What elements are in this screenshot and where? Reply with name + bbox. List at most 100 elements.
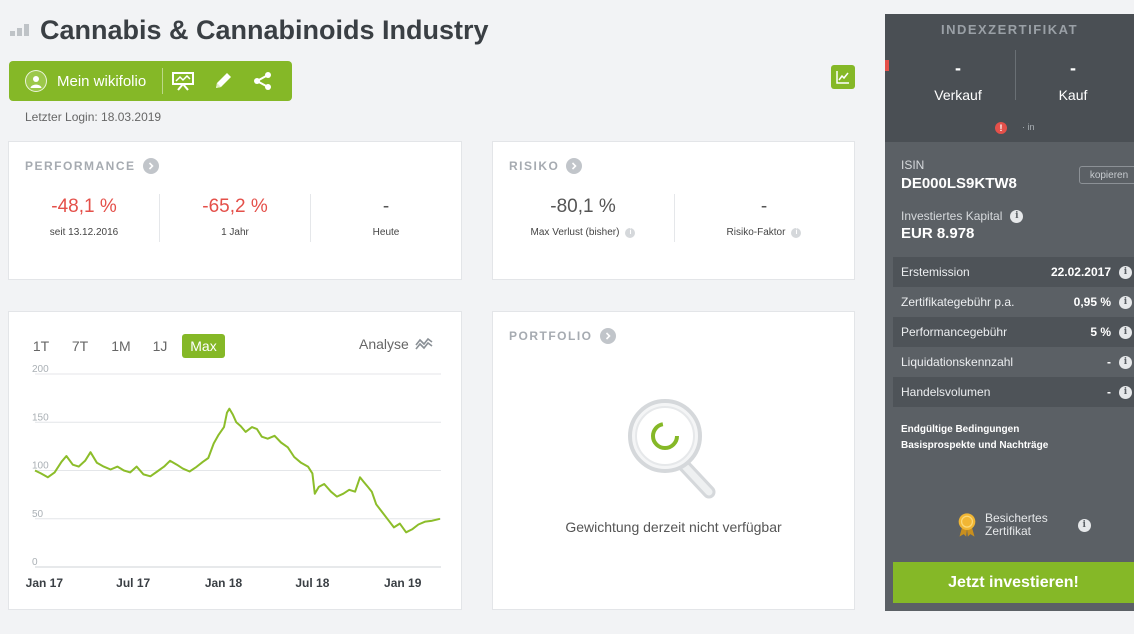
- presentation-icon: [172, 72, 195, 91]
- buy-label: Kauf: [1058, 87, 1088, 103]
- capital-value: EUR 8.978: [901, 225, 975, 242]
- x-tick-label: Jan 18: [205, 576, 243, 590]
- risk-header[interactable]: RISIKO: [509, 158, 583, 174]
- detail-value: 0,95 %: [1073, 295, 1111, 309]
- chart-view-button[interactable]: [831, 65, 855, 89]
- analyse-button[interactable]: Analyse: [359, 336, 433, 352]
- prospectus-link[interactable]: Basisprospekte und Nachträge: [901, 440, 1049, 451]
- detail-label: Handelsvolumen: [901, 385, 991, 399]
- detail-row-volume: Handelsvolumen - i: [893, 377, 1134, 407]
- performance-chart[interactable]: 200 150 100 50 0 Jan 17 Jul 17 Jan 18 Jul 18 Jan …: [23, 364, 463, 596]
- alert-icon[interactable]: !: [995, 122, 1007, 134]
- x-tick-label: Jul 18: [295, 576, 329, 590]
- invest-button[interactable]: Jetzt investieren!: [893, 562, 1134, 603]
- portfolio-card: PORTFOLIO Gewichtung derzeit nicht verfü…: [492, 311, 855, 610]
- certificate-sidebar: INDEXZERTIFIKAT - Verkauf - Kauf ! · in …: [885, 14, 1134, 611]
- detail-row-erstemission: Erstemission 22.02.2017 i: [893, 257, 1134, 287]
- info-icon[interactable]: i: [1119, 295, 1132, 309]
- sell-price[interactable]: - Verkauf: [903, 58, 1013, 103]
- share-button[interactable]: [243, 61, 283, 101]
- range-button-1t[interactable]: 1T: [32, 338, 50, 354]
- chevron-right-icon[interactable]: [142, 158, 159, 174]
- y-tick-label: 200: [32, 364, 49, 375]
- series-line: [34, 407, 441, 534]
- secured-line-1: Besichertes: [985, 511, 1048, 525]
- info-icon[interactable]: i: [1119, 385, 1132, 399]
- info-icon[interactable]: i: [1010, 209, 1024, 223]
- presentation-button[interactable]: [163, 61, 203, 101]
- kpi-label-row: Max Verlust (bisher) i: [508, 227, 658, 238]
- kpi-risk-factor: - Risiko-Faktor i: [689, 196, 839, 238]
- divider: [159, 194, 160, 242]
- kpi-label: 1 Jahr: [221, 227, 249, 238]
- kpi-value: -: [760, 196, 768, 217]
- chevron-right-icon[interactable]: [566, 158, 583, 174]
- title-bar: Cannabis & Cannabinoids Industry: [10, 12, 489, 48]
- kpi-value: -65,2 %: [202, 196, 268, 217]
- divider: [310, 194, 311, 242]
- copy-isin-button[interactable]: kopieren: [1079, 166, 1134, 184]
- sell-label: Verkauf: [934, 87, 982, 103]
- portfolio-header[interactable]: PORTFOLIO: [509, 328, 616, 344]
- alert-text: · in: [1022, 122, 1035, 132]
- detail-label: Erstemission: [901, 265, 970, 279]
- bar-chart-icon: [10, 24, 30, 36]
- x-tick-label: Jul 17: [116, 576, 150, 590]
- final-terms-link[interactable]: Endgültige Bedingungen: [901, 424, 1020, 435]
- performance-card: PERFORMANCE -48,1 % seit 13.12.2016 -65,…: [8, 141, 462, 280]
- kpi-value: -80,1 %: [550, 196, 616, 217]
- action-bar: Mein wikifolio: [9, 61, 292, 101]
- info-icon[interactable]: i: [1077, 518, 1091, 532]
- trend-chart-icon: [836, 71, 849, 84]
- detail-value: -: [1107, 355, 1111, 369]
- y-tick-label: 150: [32, 412, 49, 423]
- isin-value: DE000LS9KTW8: [901, 175, 1017, 192]
- analyse-icon: [415, 337, 433, 350]
- sidebar-title: INDEXZERTIFIKAT: [940, 22, 1079, 37]
- info-icon[interactable]: i: [625, 227, 636, 238]
- risk-title: RISIKO: [509, 159, 560, 173]
- share-icon: [254, 72, 272, 90]
- kpi-label: seit 13.12.2016: [49, 227, 119, 238]
- x-tick-label: Jan 17: [26, 576, 64, 590]
- info-icon[interactable]: i: [1119, 355, 1132, 369]
- range-button-max[interactable]: Max: [182, 334, 225, 358]
- info-icon[interactable]: i: [1119, 265, 1132, 279]
- y-tick-label: 50: [32, 509, 44, 520]
- divider: [674, 194, 675, 242]
- detail-row-liquidation: Liquidationskennzahl - i: [893, 347, 1134, 377]
- range-button-7t[interactable]: 7T: [71, 338, 89, 354]
- edit-button[interactable]: [203, 61, 243, 101]
- detail-label: Zertifikategebühr p.a.: [901, 295, 1015, 309]
- my-wikifolio-button[interactable]: Mein wikifolio: [9, 61, 146, 101]
- detail-row-fee: Zertifikategebühr p.a. 0,95 % i: [893, 287, 1134, 317]
- detail-value: 5 %: [1090, 325, 1111, 339]
- kpi-label-row: Risiko-Faktor i: [689, 227, 839, 238]
- buy-price[interactable]: - Kauf: [1018, 58, 1128, 103]
- detail-value: 22.02.2017: [1050, 265, 1111, 279]
- kpi-max-loss: -80,1 % Max Verlust (bisher) i: [508, 196, 658, 238]
- secured-line-2: Zertifikat: [985, 524, 1032, 538]
- info-icon[interactable]: i: [791, 227, 802, 238]
- my-wikifolio-label: Mein wikifolio: [57, 72, 147, 90]
- range-button-1m[interactable]: 1M: [111, 338, 131, 354]
- buy-value: -: [1070, 58, 1076, 78]
- kpi-label: Risiko-Faktor: [726, 227, 786, 238]
- y-tick-label: 100: [32, 461, 49, 472]
- info-icon[interactable]: i: [1119, 325, 1132, 339]
- status-marker: [885, 60, 889, 71]
- analyse-label: Analyse: [359, 336, 409, 352]
- detail-value: -: [1107, 385, 1111, 399]
- magnifier-icon: [628, 399, 716, 499]
- risk-card: RISIKO -80,1 % Max Verlust (bisher) i - …: [492, 141, 855, 280]
- page-title: Cannabis & Cannabinoids Industry: [40, 14, 489, 45]
- chevron-right-icon[interactable]: [599, 328, 616, 344]
- performance-header[interactable]: PERFORMANCE: [25, 158, 159, 174]
- divider: [1015, 50, 1016, 100]
- kpi-value: -: [382, 196, 390, 217]
- performance-title: PERFORMANCE: [25, 159, 136, 173]
- range-button-1j[interactable]: 1J: [152, 338, 168, 354]
- detail-label: Liquidationskennzahl: [901, 355, 1014, 369]
- portfolio-title: PORTFOLIO: [509, 329, 593, 343]
- detail-label: Performancegebühr: [901, 325, 1008, 339]
